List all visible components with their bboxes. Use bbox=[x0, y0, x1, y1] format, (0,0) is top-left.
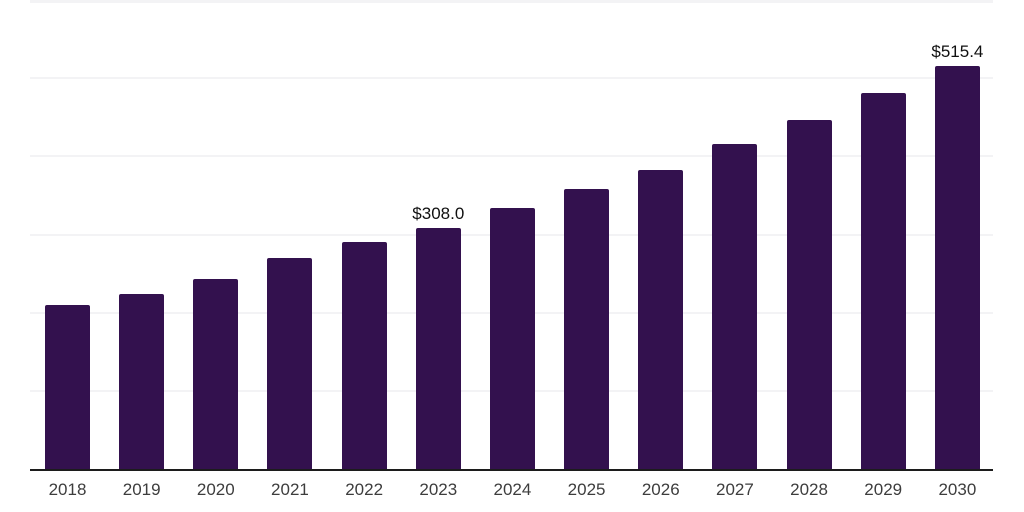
bars-row: $308.0 $515.4 bbox=[30, 0, 993, 469]
value-label-2030: $515.4 bbox=[931, 42, 984, 61]
x-tick-2028: 2028 bbox=[790, 480, 828, 499]
bar-2021 bbox=[267, 258, 313, 469]
x-tick-2022: 2022 bbox=[345, 480, 384, 499]
x-tick-2026: 2026 bbox=[641, 480, 680, 499]
bar-2024 bbox=[489, 208, 535, 469]
x-tick-2030: 2030 bbox=[938, 480, 977, 499]
bar-2023: $308.0 bbox=[412, 205, 464, 469]
x-tick-2027: 2027 bbox=[715, 480, 754, 499]
bar-2018 bbox=[45, 305, 90, 469]
bar-2019 bbox=[119, 294, 165, 469]
bar-2026 bbox=[638, 170, 684, 469]
bar-chart: $308.0 $515.4 2018 2019 2020 2021 2022 2023 202… bbox=[30, 0, 993, 498]
bar-2028 bbox=[786, 120, 832, 469]
x-axis-tick-labels: 2018 2019 2020 2021 2022 2023 2024 2025 2026 2027… bbox=[30, 481, 993, 498]
bar-2027 bbox=[712, 144, 758, 469]
x-tick-2018: 2018 bbox=[48, 480, 87, 499]
x-tick-2020: 2020 bbox=[196, 480, 235, 499]
x-tick-2021: 2021 bbox=[271, 480, 309, 499]
x-tick-2019: 2019 bbox=[122, 480, 161, 499]
x-tick-2024: 2024 bbox=[493, 480, 532, 499]
bar-2030: $515.4 bbox=[931, 43, 983, 469]
value-label-2023: $308.0 bbox=[412, 204, 465, 223]
gridline-600 bbox=[30, 0, 993, 3]
x-tick-2023: 2023 bbox=[419, 480, 458, 499]
bar-2020 bbox=[193, 279, 239, 469]
gridline-400 bbox=[30, 155, 993, 158]
plot-area: $308.0 $515.4 bbox=[30, 0, 993, 471]
x-tick-2025: 2025 bbox=[567, 480, 606, 499]
bar-2022 bbox=[341, 242, 387, 469]
bar-2029 bbox=[860, 93, 906, 469]
gridline-500 bbox=[30, 77, 993, 80]
x-tick-2029: 2029 bbox=[864, 480, 903, 499]
bar-2025 bbox=[564, 189, 610, 469]
